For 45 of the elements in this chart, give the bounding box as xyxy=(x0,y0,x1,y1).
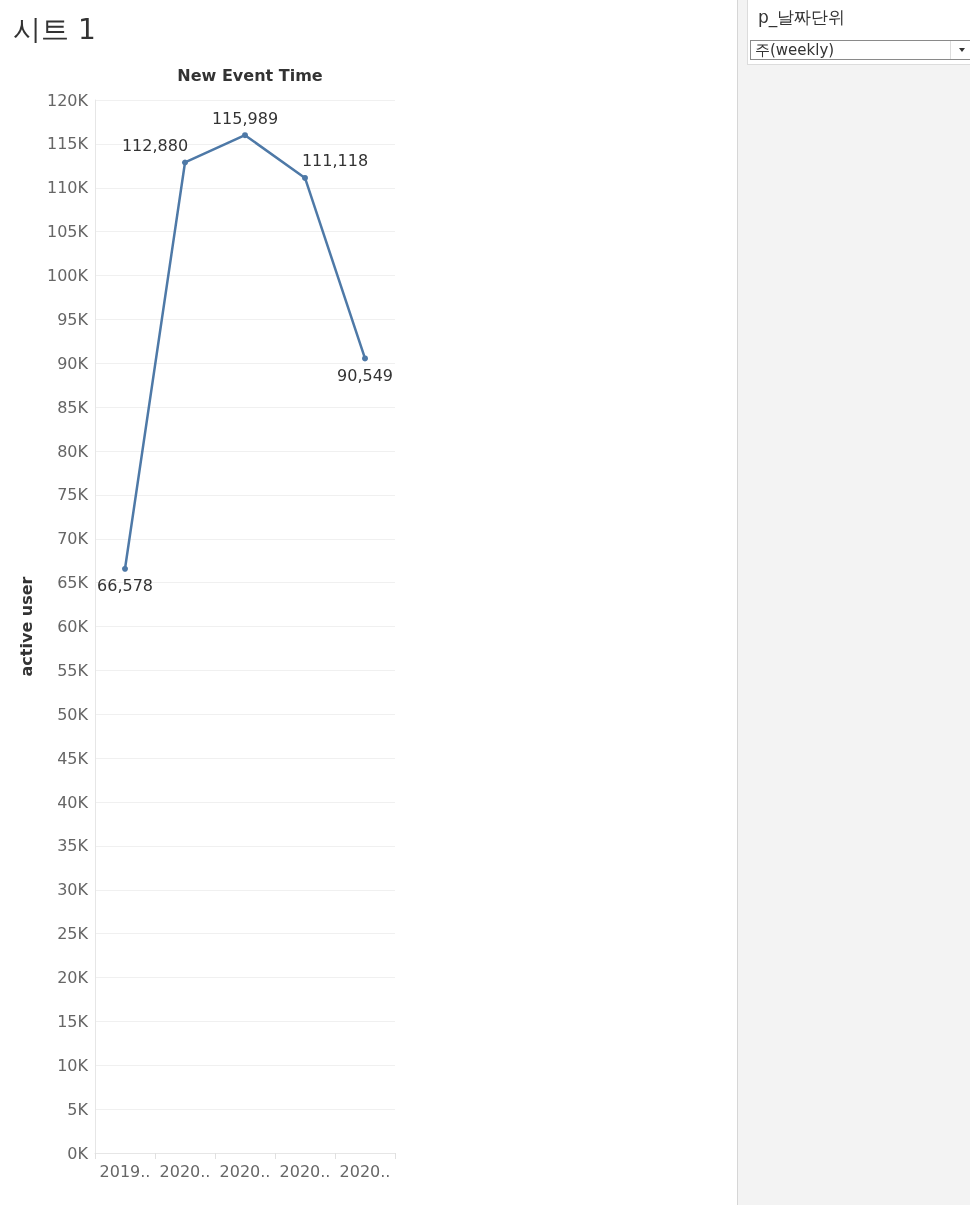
y-tick-label: 90K xyxy=(57,353,89,373)
y-tick-label: 45K xyxy=(57,748,89,768)
x-tick-label: 2020.. xyxy=(159,1161,211,1181)
x-axis-title: New Event Time xyxy=(177,65,323,85)
y-tick-label: 95K xyxy=(57,309,89,329)
x-tick-label: 2020.. xyxy=(279,1161,331,1181)
x-tick-label: 2019.. xyxy=(99,1161,151,1181)
y-axis-title: active user xyxy=(16,576,36,677)
data-label: 66,578 xyxy=(97,576,153,596)
point xyxy=(362,355,368,362)
y-tick-label: 80K xyxy=(57,441,89,461)
point xyxy=(242,132,248,139)
y-tick-label: 15K xyxy=(57,1011,89,1031)
y-tick-label: 25K xyxy=(57,924,89,944)
y-tick-label: 0K xyxy=(67,1143,89,1163)
parameter-card: p_날짜단위 주(weekly) xyxy=(747,0,970,65)
y-tick-label: 85K xyxy=(57,397,89,417)
data-label: 111,118 xyxy=(301,151,369,171)
y-tick-label: 20K xyxy=(57,968,89,987)
y-tick-label: 10K xyxy=(57,1055,89,1075)
y-tick-label: 35K xyxy=(57,836,89,856)
x-tick-label: 2020.. xyxy=(339,1161,391,1181)
y-tick-label: 120K xyxy=(46,90,89,110)
point xyxy=(122,565,128,572)
y-tick-label: 100K xyxy=(46,266,89,285)
chart-title: 시트 1 xyxy=(13,12,96,46)
dropdown: 주(weekly) xyxy=(750,40,970,60)
point xyxy=(182,159,188,166)
y-tick-label: 105K xyxy=(46,222,89,242)
data-label: 115,989 xyxy=(211,108,279,128)
y-tick-label: 75K xyxy=(57,485,89,505)
y-tick-label: 5K xyxy=(67,1099,89,1119)
y-tick-label: 30K xyxy=(57,880,89,900)
y-tick-label: 70K xyxy=(57,529,89,549)
y-tick-label: 60K xyxy=(57,617,89,636)
data-label: 90,549 xyxy=(337,365,393,385)
data-label: 112,880 xyxy=(121,135,189,155)
point xyxy=(302,174,308,181)
y-tick-label: 55K xyxy=(57,660,89,680)
x-tick-label: 2020.. xyxy=(219,1161,271,1181)
y-tick-label: 110K xyxy=(46,178,89,198)
y-tick-label: 50K xyxy=(57,704,89,724)
y-tick-label: 40K xyxy=(57,792,89,812)
y-tick-label: 65K xyxy=(57,573,89,593)
y-tick-label: 115K xyxy=(46,134,89,154)
